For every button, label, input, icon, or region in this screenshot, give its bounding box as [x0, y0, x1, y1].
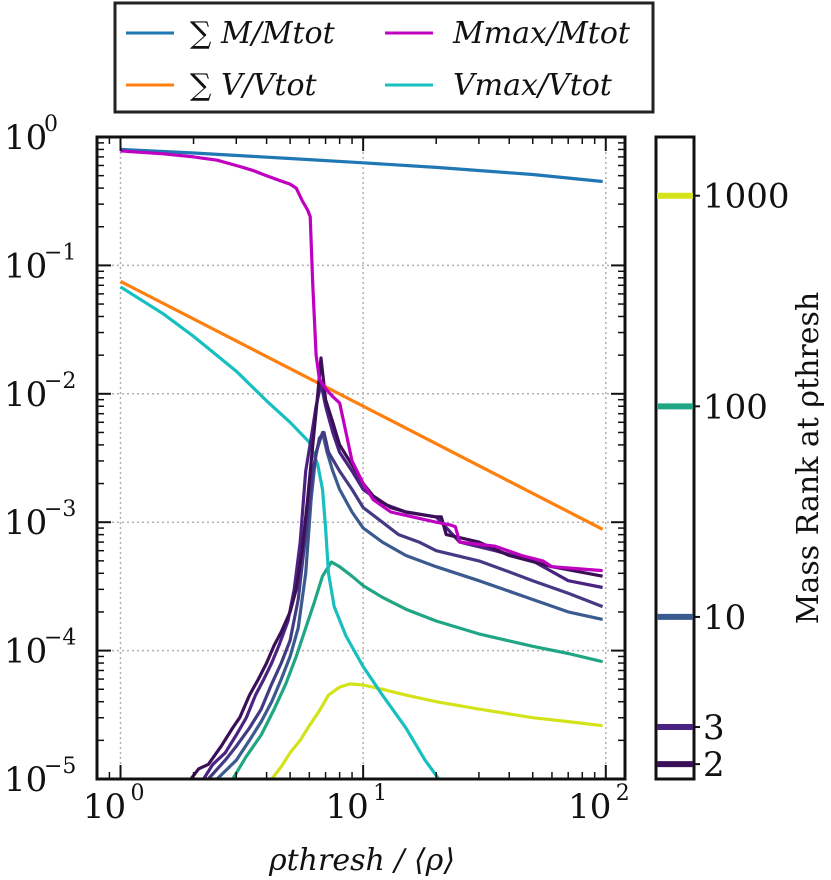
series-line-rank100	[231, 560, 603, 779]
legend-label-summ: ∑ M/Mtot	[190, 16, 336, 51]
series-line-rank5	[207, 430, 604, 779]
colorbar-tick-label: 100	[703, 387, 768, 427]
x-tick-label: 10	[326, 787, 369, 827]
y-tick-label: 10	[4, 503, 47, 543]
plot-background	[97, 137, 625, 779]
y-tick-exponent: −5	[44, 754, 76, 779]
series-line-summ	[120, 147, 603, 184]
y-tick-exponent: −4	[44, 626, 76, 651]
legend-label-summ-v: ∑ V/Vtot	[190, 68, 318, 103]
x-tick-exponent: 0	[131, 781, 145, 806]
legend-label-vmax: Vmax/Vtot	[453, 68, 613, 103]
x-tick-label: 10	[568, 787, 611, 827]
y-tick-exponent: −2	[44, 369, 76, 394]
series-line-summ_v	[119, 279, 604, 531]
x-tick-exponent: 2	[616, 781, 630, 806]
colorbar: 1000 100 10 32 Mass Rank at ρthresh	[654, 135, 826, 785]
colorbar-tick-label: 10	[703, 598, 746, 638]
y-tick-label: 10	[4, 632, 47, 672]
y-tick-label: 10	[4, 246, 47, 286]
x-tick-exponent: 1	[373, 781, 387, 806]
y-tick-exponent: 0	[44, 112, 58, 137]
colorbar-tick-label: 3	[703, 708, 725, 748]
legend-box	[113, 1, 655, 114]
series-line-mmax	[120, 149, 603, 573]
y-tick-exponent: −3	[44, 497, 76, 522]
x-tick-labels: 10 0 10 1 10 2	[83, 781, 630, 827]
colorbar-label: Mass Rank at ρthresh	[791, 292, 826, 624]
colorbar-tick-label: 2	[703, 745, 725, 785]
plot-frame	[95, 135, 627, 781]
series-line-vmax	[119, 285, 441, 779]
x-axis-label: ρthresh / ⟨ρ⟩	[268, 843, 455, 878]
legend-label-mmax: Mmax/Mtot	[452, 16, 631, 51]
series-line-rank1000	[270, 682, 603, 779]
colorbar-box	[654, 135, 696, 781]
series-line-rank2	[189, 356, 603, 779]
y-tick-label: 10	[4, 118, 47, 158]
plot-area	[95, 135, 627, 781]
colorbar-tick-label: 1000	[703, 177, 790, 217]
x-tick-label: 10	[83, 787, 126, 827]
y-tick-exponent: −1	[44, 240, 76, 265]
colorbar-ticks: 1000 100 10 32	[657, 177, 790, 785]
y-tick-label: 10	[4, 375, 47, 415]
series-layer	[119, 147, 604, 779]
y-tick-label: 10	[4, 760, 47, 800]
legend: ∑ M/Mtot ∑ V/Vtot Mmax/Mtot Vmax/Vtot	[113, 1, 655, 114]
